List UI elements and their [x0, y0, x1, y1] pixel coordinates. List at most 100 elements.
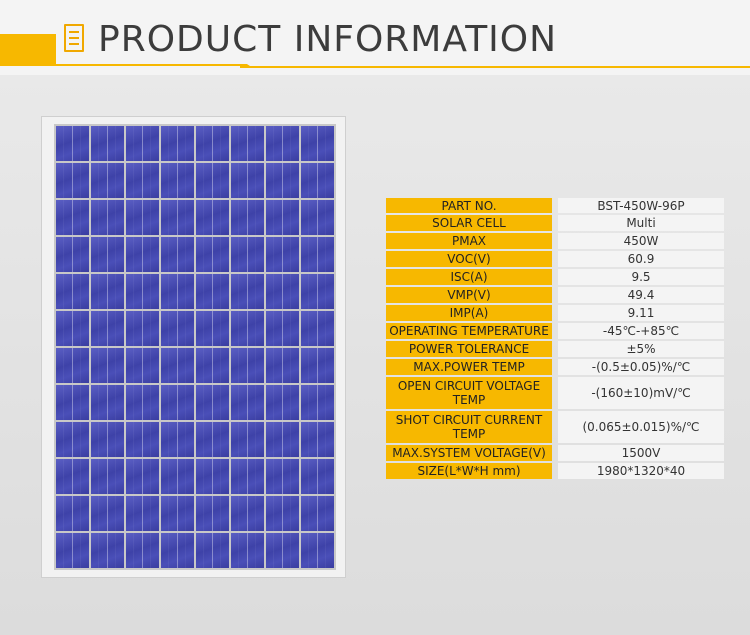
solar-cell [91, 163, 124, 198]
spec-label: PMAX [386, 233, 552, 249]
solar-cell [196, 274, 229, 309]
solar-cell [231, 385, 264, 420]
solar-cell [126, 200, 159, 235]
solar-cell [196, 200, 229, 235]
header-accent-small [0, 34, 70, 42]
spec-label: IMP(A) [386, 305, 552, 321]
solar-cell [91, 200, 124, 235]
solar-cell [56, 533, 89, 568]
solar-cell [161, 237, 194, 272]
solar-cell [56, 200, 89, 235]
spec-value: (0.065±0.015)%/℃ [558, 411, 724, 443]
solar-cell [301, 237, 334, 272]
solar-cell [161, 348, 194, 383]
solar-cell [56, 311, 89, 346]
solar-cell [266, 200, 299, 235]
solar-cell [126, 459, 159, 494]
solar-cell [231, 311, 264, 346]
spec-value: Multi [558, 215, 724, 231]
spec-row: POWER TOLERANCE ±5% [386, 341, 724, 357]
spec-label: VOC(V) [386, 251, 552, 267]
spec-value: -(160±10)mV/℃ [558, 377, 724, 409]
solar-cell [56, 459, 89, 494]
solar-cell [161, 385, 194, 420]
solar-cell [126, 274, 159, 309]
solar-cell [161, 533, 194, 568]
solar-cell [196, 311, 229, 346]
solar-cell [301, 311, 334, 346]
solar-cell [266, 311, 299, 346]
solar-cell [56, 126, 89, 161]
solar-cell [266, 459, 299, 494]
solar-cell [161, 496, 194, 531]
solar-cell [231, 459, 264, 494]
solar-cell [231, 200, 264, 235]
solar-cell [196, 237, 229, 272]
spec-row: SIZE(L*W*H mm) 1980*1320*40 [386, 463, 724, 479]
spec-label: SHOT CIRCUIT CURRENT TEMP [386, 411, 552, 443]
solar-cell [301, 200, 334, 235]
solar-cell [231, 163, 264, 198]
solar-cell [231, 422, 264, 457]
spec-label: VMP(V) [386, 287, 552, 303]
solar-cell [266, 348, 299, 383]
spec-row: OPERATING TEMPERATURE -45℃-+85℃ [386, 323, 724, 339]
spec-label: PART NO. [386, 198, 552, 213]
solar-cell [56, 237, 89, 272]
header-title-background [56, 14, 546, 64]
solar-cell [56, 348, 89, 383]
spec-row: MAX.SYSTEM VOLTAGE(V) 1500V [386, 445, 724, 461]
solar-cell [196, 422, 229, 457]
spec-row: SOLAR CELL Multi [386, 215, 724, 231]
solar-cell [126, 311, 159, 346]
spec-value: ±5% [558, 341, 724, 357]
header-underline [240, 66, 750, 68]
spec-row: PMAX 450W [386, 233, 724, 249]
solar-cell [91, 237, 124, 272]
solar-cell [56, 496, 89, 531]
solar-cell [161, 200, 194, 235]
spec-row: SHOT CIRCUIT CURRENT TEMP (0.065±0.015)%/… [386, 411, 724, 443]
spec-value: 60.9 [558, 251, 724, 267]
solar-cell [266, 533, 299, 568]
page-title: PRODUCT INFORMATION [98, 19, 558, 60]
solar-cell [91, 496, 124, 531]
solar-cell [301, 496, 334, 531]
solar-cell [266, 274, 299, 309]
solar-cell [266, 422, 299, 457]
solar-cell [161, 459, 194, 494]
solar-cell [266, 385, 299, 420]
solar-cell [196, 496, 229, 531]
spec-label: SIZE(L*W*H mm) [386, 463, 552, 479]
spec-value: 49.4 [558, 287, 724, 303]
solar-cell [161, 311, 194, 346]
solar-cell [91, 385, 124, 420]
spec-value: 1980*1320*40 [558, 463, 724, 479]
solar-cell [231, 274, 264, 309]
solar-cell [91, 459, 124, 494]
spec-label: MAX.SYSTEM VOLTAGE(V) [386, 445, 552, 461]
solar-cell [196, 385, 229, 420]
solar-cell [301, 274, 334, 309]
solar-cell [231, 348, 264, 383]
solar-cell [126, 126, 159, 161]
solar-cell [161, 163, 194, 198]
spec-label: OPERATING TEMPERATURE [386, 323, 552, 339]
solar-cell [56, 163, 89, 198]
solar-cell [126, 385, 159, 420]
spec-row: PART NO. BST-450W-96P [386, 198, 724, 213]
spec-row: VMP(V) 49.4 [386, 287, 724, 303]
solar-cell [231, 496, 264, 531]
spec-value: BST-450W-96P [558, 198, 724, 213]
spec-label: ISC(A) [386, 269, 552, 285]
solar-cell [196, 163, 229, 198]
spec-value: 9.5 [558, 269, 724, 285]
solar-cell [196, 126, 229, 161]
solar-cell [231, 126, 264, 161]
header: PRODUCT INFORMATION [0, 0, 750, 80]
spec-row: MAX.POWER TEMP -(0.5±0.05)%/℃ [386, 359, 724, 375]
spec-table: PART NO. BST-450W-96P SOLAR CELL Multi PMAX 4… [386, 196, 724, 481]
solar-cell [161, 422, 194, 457]
solar-cell [196, 533, 229, 568]
solar-panel-image [54, 124, 336, 570]
